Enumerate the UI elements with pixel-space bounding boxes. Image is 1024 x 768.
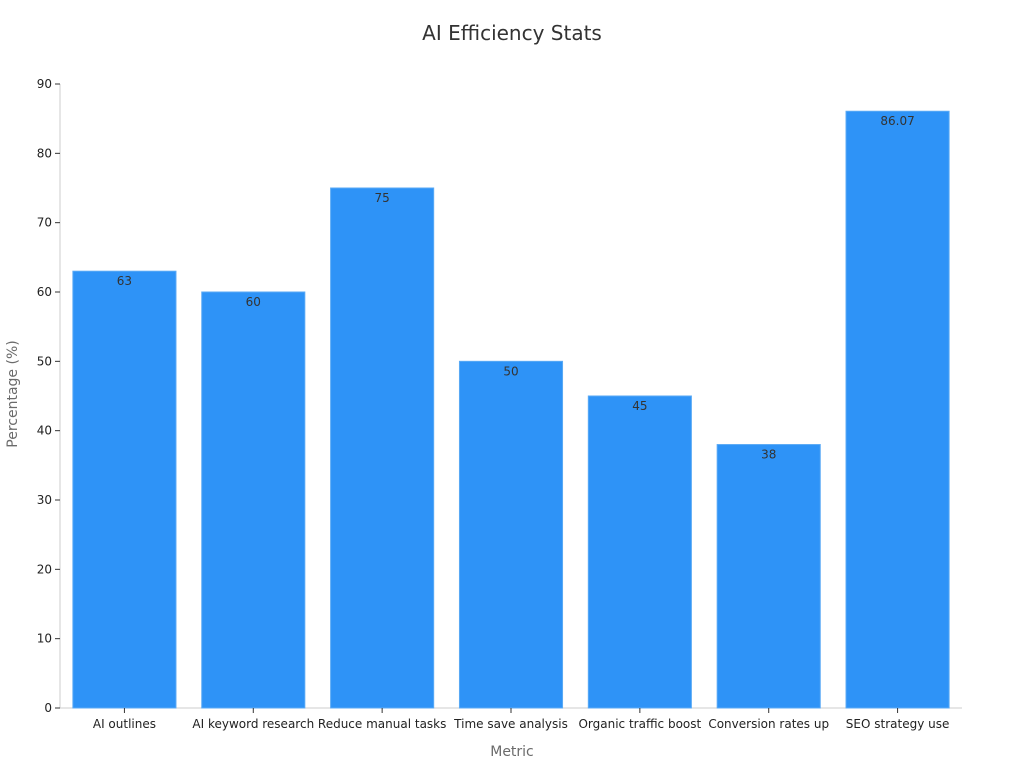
- x-tick-label: Time save analysis: [453, 717, 568, 731]
- y-tick-label: 70: [37, 216, 52, 230]
- y-tick-label: 30: [37, 493, 52, 507]
- data-label: 63: [117, 274, 132, 288]
- bar: [458, 360, 564, 709]
- y-tick-label: 40: [37, 424, 52, 438]
- y-tick-label: 90: [37, 77, 52, 91]
- bar: [330, 187, 435, 709]
- x-tick-label: AI keyword research: [192, 717, 314, 731]
- bar: [201, 291, 306, 709]
- data-label: 50: [503, 364, 518, 378]
- plot-area: 0 10 20 30 40 50 60 70 80 90 AI outlines 63 AI keywo…: [37, 77, 962, 731]
- y-tick-label: 50: [37, 354, 52, 368]
- data-label: 86.07: [880, 114, 914, 128]
- data-label: 60: [246, 295, 261, 309]
- x-tick-label: AI outlines: [93, 717, 156, 731]
- x-tick-label: SEO strategy use: [846, 717, 950, 731]
- data-label: 45: [632, 399, 647, 413]
- chart-title: AI Efficiency Stats: [422, 21, 602, 45]
- x-tick-label: Organic traffic boost: [578, 717, 701, 731]
- y-tick-label: 60: [37, 285, 52, 299]
- x-axis-label: Metric: [490, 744, 534, 760]
- x-tick-label: Reduce manual tasks: [318, 717, 446, 731]
- bar: [72, 270, 177, 709]
- y-axis-label: Percentage (%): [5, 340, 21, 447]
- data-label: 38: [761, 448, 776, 462]
- data-label: 75: [375, 191, 390, 205]
- bar: [845, 110, 950, 709]
- bar: [716, 444, 821, 709]
- y-tick-label: 10: [37, 632, 52, 646]
- y-tick-label: 80: [37, 146, 52, 160]
- bar: [587, 395, 692, 709]
- y-tick-label: 20: [37, 562, 52, 576]
- x-tick-label: Conversion rates up: [708, 717, 829, 731]
- y-tick-label: 0: [44, 701, 52, 715]
